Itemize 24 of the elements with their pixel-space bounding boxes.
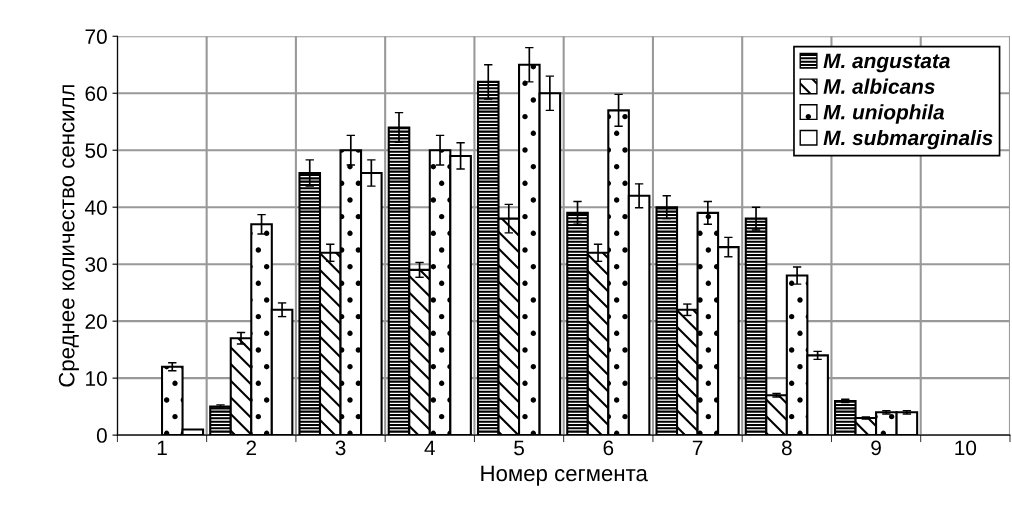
y-tick-label: 70 bbox=[85, 29, 107, 45]
legend-label: M. uniophila bbox=[823, 104, 945, 124]
x-tick-label: 1 bbox=[157, 440, 167, 456]
x-tick-label: 10 bbox=[955, 440, 977, 456]
x-tick-label: 2 bbox=[246, 440, 257, 456]
y-tick-label: 20 bbox=[85, 314, 107, 329]
legend-label: M. albicans bbox=[823, 78, 935, 94]
y-tick-label: 10 bbox=[86, 371, 107, 386]
legend-label: M. submarginalis bbox=[823, 129, 993, 150]
y-tick-label: 60 bbox=[85, 86, 107, 101]
y-axis-title: Среднее количество сенсилл bbox=[58, 85, 79, 387]
x-axis-title: Номер сегмента bbox=[481, 465, 648, 486]
x-tick-label: 3 bbox=[335, 440, 346, 456]
x-tick-label: 8 bbox=[781, 440, 792, 456]
x-tick-label: 4 bbox=[424, 440, 435, 456]
y-tick-label: 0 bbox=[96, 428, 107, 443]
y-tick-label: 30 bbox=[85, 257, 107, 272]
x-tick-label: 7 bbox=[692, 440, 703, 456]
x-tick-label: 9 bbox=[871, 440, 881, 456]
x-tick-label: 5 bbox=[514, 440, 524, 456]
y-tick-label: 50 bbox=[85, 143, 107, 158]
x-tick-label: 6 bbox=[603, 440, 614, 456]
legend-label: M. angustata bbox=[823, 53, 950, 73]
y-tick-label: 40 bbox=[84, 200, 107, 215]
